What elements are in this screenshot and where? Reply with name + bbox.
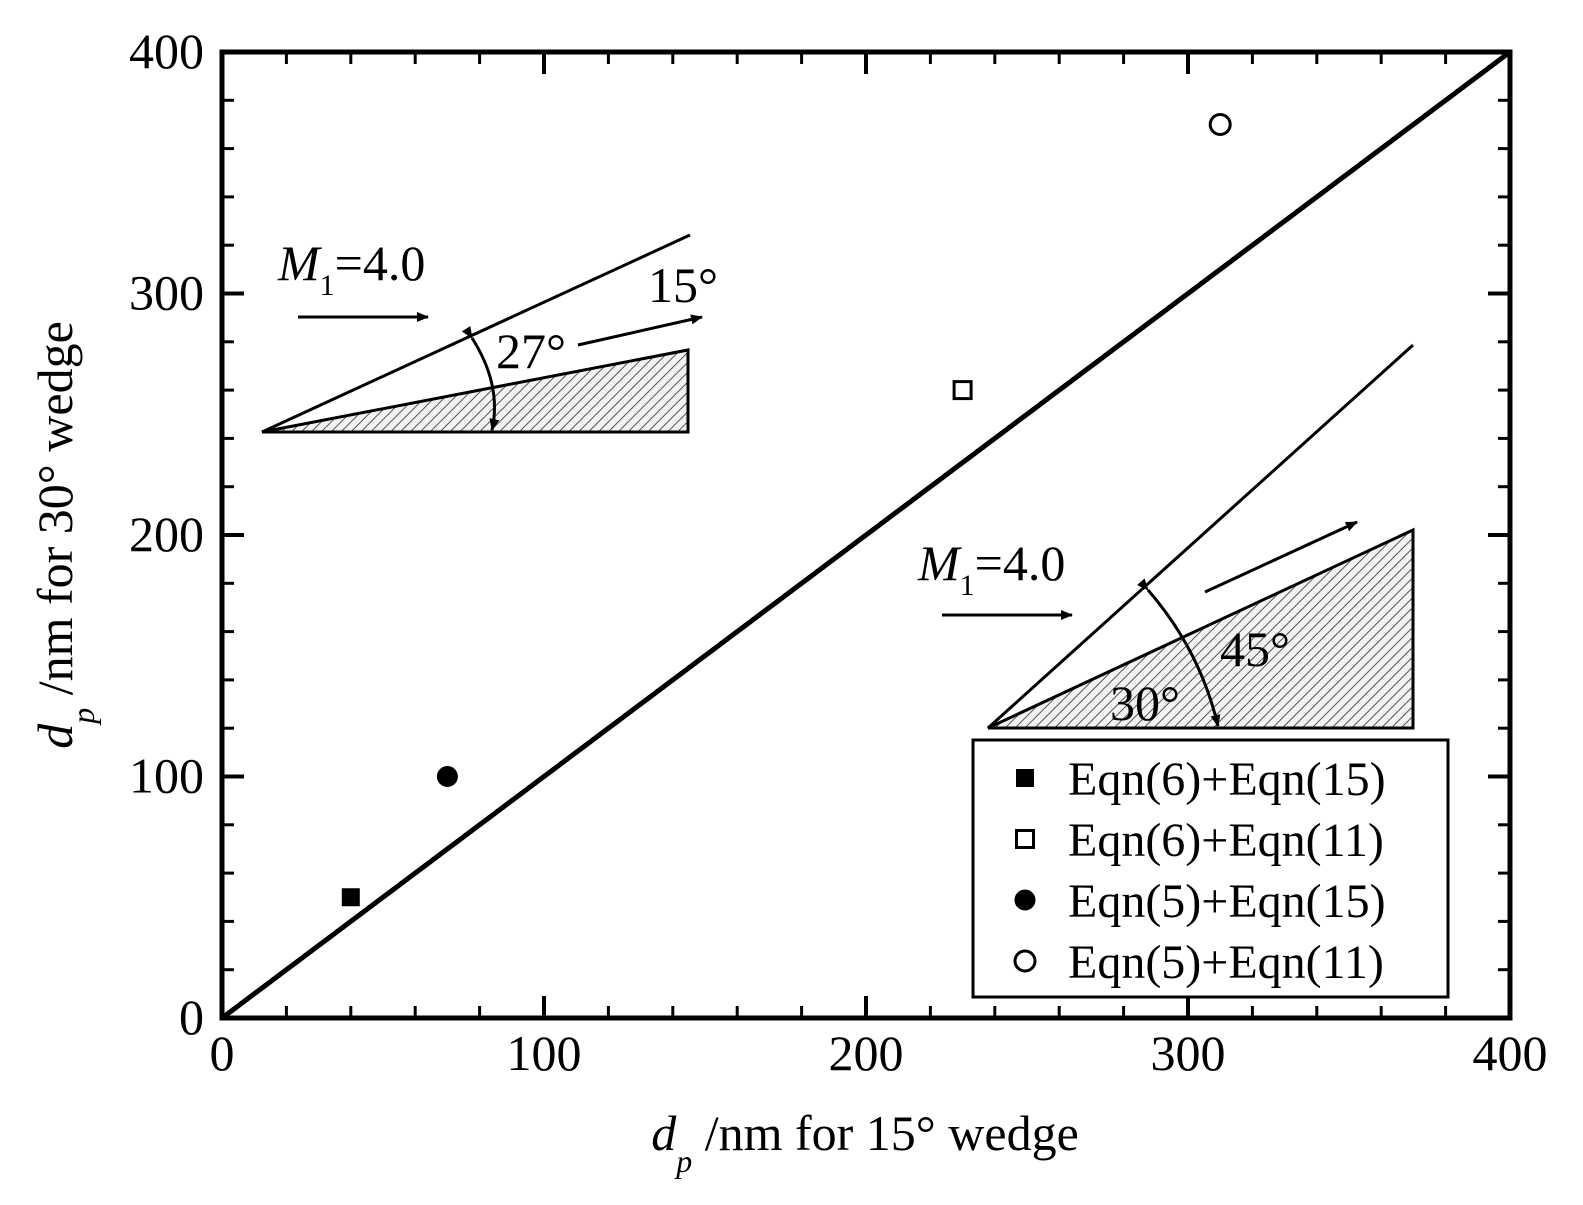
legend-marker xyxy=(1015,829,1035,849)
mach-var-15: M xyxy=(277,235,322,291)
shock-line-30 xyxy=(986,343,1415,730)
x-axis-label-var: d xyxy=(651,1105,677,1161)
mach-val-30: =4.0 xyxy=(975,535,1066,591)
mach-sub-30: 1 xyxy=(960,569,975,602)
y-tick-labels: 0 100 200 300 400 xyxy=(129,23,204,1045)
mach-label-30: M1=4.0 xyxy=(917,535,1065,602)
x-tick-label: 200 xyxy=(829,1025,904,1081)
y-tick-label: 100 xyxy=(129,748,204,804)
wedge-angle-15: 15° xyxy=(648,257,718,313)
x-tick-label: 100 xyxy=(507,1025,582,1081)
x-axis-label-sub: p xyxy=(674,1143,692,1179)
y-tick-label: 200 xyxy=(129,506,204,562)
y-axis-label-text: /nm for 30° wedge xyxy=(27,321,83,708)
legend-label: Eqn(5)+Eqn(15) xyxy=(1068,875,1386,928)
data-points xyxy=(341,112,1232,907)
x-axis-label-text: /nm for 15° wedge xyxy=(692,1105,1079,1161)
mach-var-30: M xyxy=(917,535,962,591)
data-point xyxy=(952,380,973,401)
mach-label-15: M1=4.0 xyxy=(277,235,425,302)
mach-sub-15: 1 xyxy=(320,269,335,302)
data-point xyxy=(436,766,458,787)
legend-label: Eqn(6)+Eqn(15) xyxy=(1068,753,1386,806)
shock-angle-15: 27° xyxy=(496,323,566,379)
wedge-15-diagram: M1=4.0 15° 27° xyxy=(261,233,718,434)
mach-val-15: =4.0 xyxy=(335,235,426,291)
deflection-arrow-30 xyxy=(1204,520,1358,594)
reference-line xyxy=(220,50,1512,1020)
shock-angle-arc-15 xyxy=(461,326,500,431)
legend: Eqn(6)+Eqn(15) Eqn(6)+Eqn(11) Eqn(5)+Eqn(1… xyxy=(971,738,1450,999)
legend-marker xyxy=(1014,889,1036,911)
y-axis-label: dp /nm for 30° wedge xyxy=(27,321,101,749)
shock-angle-30: 45° xyxy=(1220,621,1290,677)
x-tick-label: 300 xyxy=(1151,1025,1226,1081)
data-point xyxy=(1208,112,1232,136)
y-axis-label-sub: p xyxy=(65,708,101,726)
y-tick-label: 300 xyxy=(129,265,204,321)
deflection-arrow-15 xyxy=(577,314,703,347)
y-tick-label: 400 xyxy=(129,23,204,79)
wedge-angle-30: 30° xyxy=(1110,675,1180,731)
legend-marker xyxy=(1013,949,1037,973)
legend-box xyxy=(971,738,1450,999)
legend-label: Eqn(6)+Eqn(11) xyxy=(1068,814,1384,867)
wedge-15-body xyxy=(261,348,690,434)
x-tick-labels: 0 100 200 300 400 xyxy=(210,1025,1548,1081)
legend-marker xyxy=(1016,769,1034,787)
x-tick-label: 0 xyxy=(210,1025,235,1081)
plot-frame xyxy=(219,49,1513,1021)
x-tick-label: 400 xyxy=(1473,1025,1548,1081)
y-axis-label-var: d xyxy=(27,723,83,749)
legend-label: Eqn(5)+Eqn(11) xyxy=(1068,936,1384,989)
x-axis-label: dp /nm for 15° wedge xyxy=(651,1105,1079,1179)
y-tick-label: 0 xyxy=(179,989,204,1045)
wedge-30-diagram: M1=4.0 30° 45° xyxy=(917,343,1415,731)
data-point xyxy=(341,888,360,907)
shock-angle-arc-30 xyxy=(1137,578,1221,727)
